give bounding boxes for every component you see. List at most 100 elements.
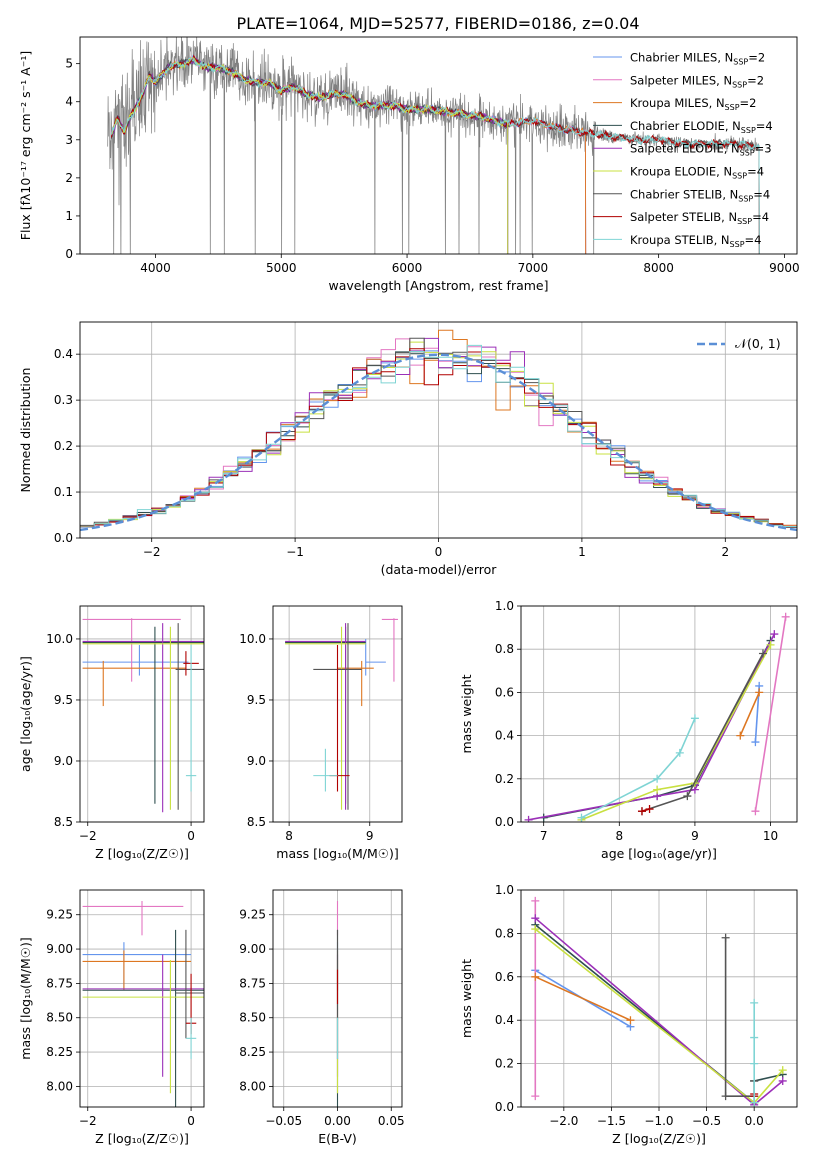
- y-tick-label: 8.00: [239, 1079, 266, 1093]
- legend-entry: Chabrier ELODIE, NSSP=4: [630, 119, 773, 135]
- series-point: [531, 1092, 540, 1101]
- series-point: [626, 1016, 635, 1025]
- spectrum-plot-area: [107, 37, 760, 254]
- legend-entry: Salpeter MILES, NSSP=2: [630, 73, 764, 89]
- y-tick-label: 1: [65, 209, 73, 223]
- legend-entry: Salpeter STELIB, NSSP=4: [630, 210, 769, 226]
- y-tick-label: 0.0: [54, 531, 73, 545]
- weight-vs-Z-plot-area: [531, 896, 787, 1107]
- series-point: [758, 649, 767, 658]
- series-point: [653, 785, 662, 794]
- series-point: [531, 896, 540, 905]
- series-point: [531, 972, 540, 981]
- legend-entry: Chabrier MILES, NSSP=2: [630, 51, 765, 67]
- y-tick-label: 8.75: [239, 976, 266, 990]
- mass-vs-Z-panel: −2 0 8.00 8.25 8.50 8.75 9.00 9.25 Z [log₁₀(Z/Z☉…: [18, 889, 205, 1146]
- x-axis-label: Z [log₁₀(Z/Z☉)]: [612, 1131, 706, 1146]
- x-tick-label: 0.00: [324, 1114, 351, 1128]
- x-tick-label: 7: [540, 829, 548, 843]
- y-tick-label: 0.6: [495, 685, 514, 699]
- series-point: [751, 738, 760, 747]
- y-tick-label: 0.0: [495, 815, 514, 829]
- x-tick-label: 10: [763, 829, 778, 843]
- legend-entry: Chabrier STELIB, NSSP=4: [630, 187, 770, 203]
- x-tick-label: 9: [691, 829, 699, 843]
- residuals-legend: 𝒩(0, 1): [697, 336, 781, 351]
- x-tick-label: 8: [615, 829, 623, 843]
- x-tick-label: 9000: [769, 261, 800, 275]
- y-tick-label: 0.6: [495, 970, 514, 984]
- residuals-plot-area: [80, 329, 797, 532]
- x-tick-label: 0: [435, 545, 443, 559]
- y-tick-label: 8.50: [46, 1011, 73, 1025]
- y-tick-label: 8.25: [239, 1045, 266, 1059]
- series-point: [778, 1066, 787, 1075]
- x-axis-label: age [log₁₀(age/yr)]: [601, 846, 717, 861]
- x-tick-label: −1: [286, 545, 304, 559]
- axes-frame: [272, 889, 403, 1108]
- axes-frame: [79, 605, 205, 823]
- y-tick-label: 8.00: [46, 1079, 73, 1093]
- series-point: [778, 1076, 787, 1085]
- x-tick-label: −2: [79, 1114, 97, 1128]
- spectrum-model-line: [110, 54, 760, 254]
- y-axis-label: age [log₁₀(age/yr)]: [18, 656, 33, 772]
- y-tick-label: 0.3: [54, 393, 73, 407]
- y-tick-label: 8.25: [46, 1045, 73, 1059]
- spectrum-model-line: [110, 55, 587, 254]
- y-tick-label: 0.2: [54, 439, 73, 453]
- y-axis-label: mass weight: [459, 674, 474, 753]
- legend-entry: Kroupa ELODIE, NSSP=4: [630, 165, 764, 181]
- y-tick-label: 9.5: [247, 693, 266, 707]
- series-point: [645, 805, 654, 814]
- x-tick-label: 1: [578, 545, 586, 559]
- y-tick-label: 4: [65, 95, 73, 109]
- y-tick-label: 8.50: [239, 1011, 266, 1025]
- axes-frame: [520, 605, 798, 823]
- y-tick-label: 0.8: [495, 926, 514, 940]
- y-tick-label: 0.4: [54, 347, 73, 361]
- axes-frame: [79, 36, 798, 255]
- x-tick-label: 0: [187, 829, 195, 843]
- y-tick-label: 9.25: [46, 908, 73, 922]
- figure-title: PLATE=1064, MJD=52577, FIBERID=0186, z=0…: [236, 14, 639, 33]
- residual-histogram: [80, 344, 797, 528]
- y-tick-label: 0: [65, 247, 73, 261]
- x-axis-label: Z [log₁₀(Z/Z☉)]: [95, 846, 189, 861]
- weight-vs-age-panel: 7 8 9 10 0.0 0.2 0.4 0.6 0.8 1.0 age [log₁₀(age/yr…: [459, 599, 798, 861]
- series-point: [770, 630, 779, 639]
- y-tick-label: 0.8: [495, 642, 514, 656]
- y-tick-label: 2: [65, 171, 73, 185]
- age-vs-Z-panel: −2 0 8.5 9.0 9.5 10.0 Z [log₁₀(Z/Z☉)] age [log₁…: [18, 605, 205, 861]
- y-tick-label: 8.5: [54, 815, 73, 829]
- series-point: [750, 998, 759, 1007]
- x-axis-label: mass [log₁₀(M/M☉)]: [276, 846, 398, 861]
- series-point: [524, 815, 533, 822]
- x-tick-label: 6000: [392, 261, 423, 275]
- y-axis-label: Normed distribution: [18, 368, 33, 493]
- series-point: [736, 731, 745, 740]
- x-tick-label: 0.0: [745, 1114, 764, 1128]
- x-tick-label: −2.0: [549, 1114, 578, 1128]
- x-tick-label: 0: [187, 1114, 195, 1128]
- axes-frame: [520, 889, 798, 1108]
- y-tick-label: 9.25: [239, 908, 266, 922]
- y-tick-label: 1.0: [495, 883, 514, 897]
- y-tick-label: 0.4: [495, 1013, 514, 1027]
- series-point: [721, 1092, 730, 1101]
- weight-vs-age-plot-area: [524, 612, 790, 822]
- series-point: [755, 688, 764, 697]
- series-point: [653, 774, 662, 783]
- x-tick-label: 8000: [643, 261, 674, 275]
- y-tick-label: 10.0: [46, 632, 73, 646]
- y-axis-label: mass weight: [459, 959, 474, 1038]
- series-point: [766, 640, 775, 649]
- series-point: [750, 1033, 759, 1042]
- x-axis-label: (data-model)/error: [381, 562, 498, 577]
- y-tick-label: 1.0: [495, 599, 514, 613]
- series-line: [754, 616, 787, 812]
- weight-vs-Z-panel: −2.0 −1.5 −1.0 −0.5 0.0 0.0 0.2 0.4 0.6 0.8 1.0 Z […: [459, 883, 798, 1146]
- series-line: [581, 644, 772, 821]
- y-tick-label: 0.2: [495, 772, 514, 786]
